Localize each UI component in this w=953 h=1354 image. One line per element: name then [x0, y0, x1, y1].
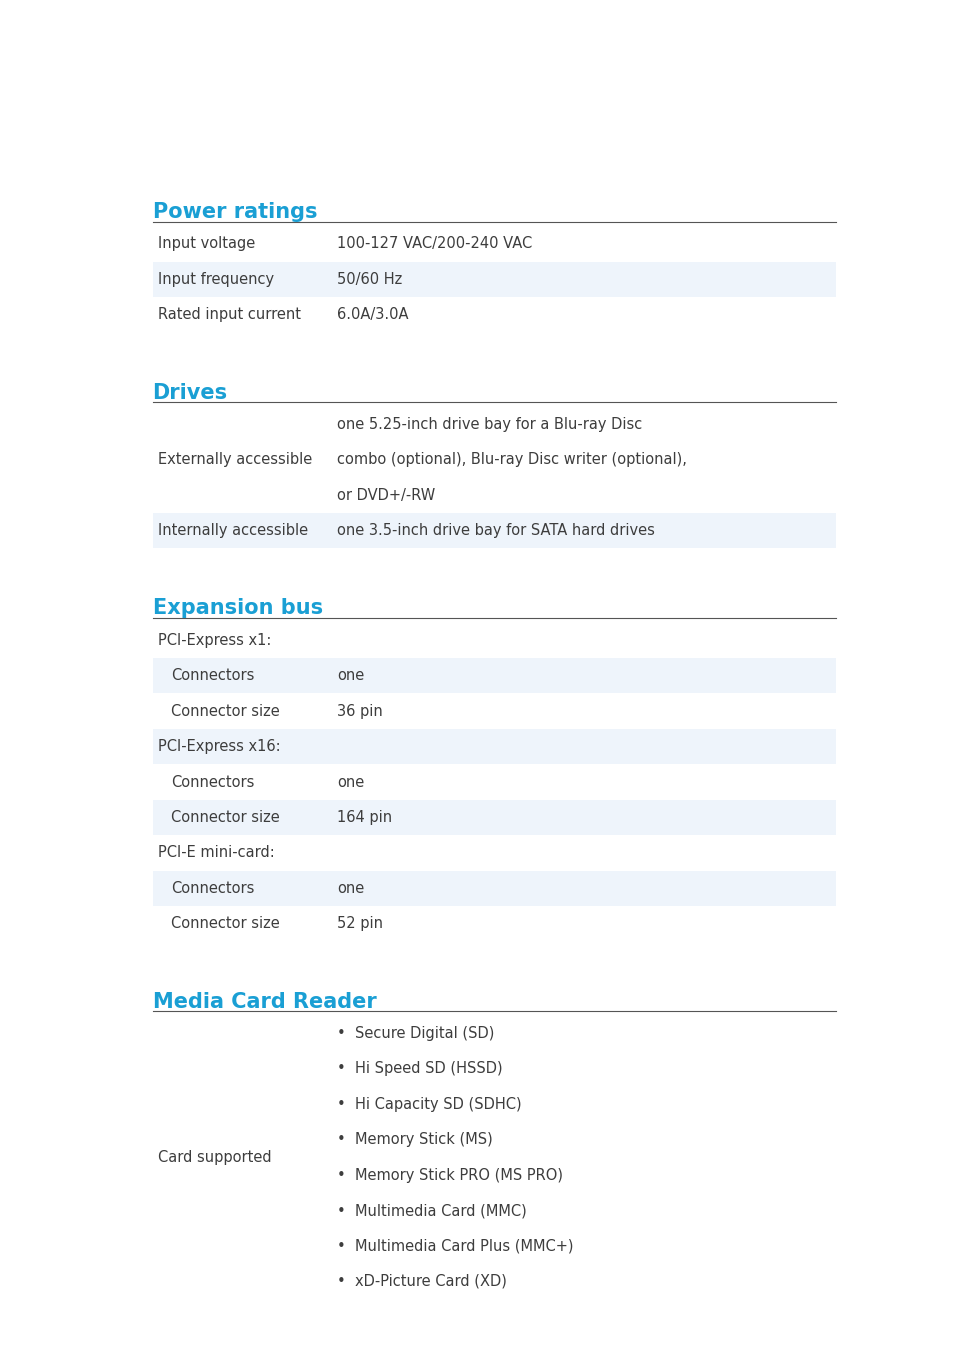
- Text: Internally accessible: Internally accessible: [157, 523, 308, 538]
- Text: Power ratings: Power ratings: [152, 202, 316, 222]
- Text: Connector size: Connector size: [171, 810, 279, 825]
- Text: 36 pin: 36 pin: [337, 704, 383, 719]
- Bar: [152, 1016, 836, 1300]
- Bar: [152, 728, 836, 764]
- Text: 164 pin: 164 pin: [337, 810, 392, 825]
- Bar: [152, 513, 836, 548]
- Text: 100-127 VAC/200-240 VAC: 100-127 VAC/200-240 VAC: [337, 237, 532, 252]
- Text: Connector size: Connector size: [171, 704, 279, 719]
- Bar: [152, 226, 836, 261]
- Text: PCI-Express x1:: PCI-Express x1:: [157, 632, 271, 647]
- Bar: [152, 297, 836, 333]
- Text: one: one: [337, 668, 364, 684]
- Bar: [152, 693, 836, 728]
- Bar: [152, 835, 836, 871]
- Text: Externally accessible: Externally accessible: [157, 452, 312, 467]
- Bar: [152, 800, 836, 835]
- Text: one 3.5-inch drive bay for SATA hard drives: one 3.5-inch drive bay for SATA hard dri…: [337, 523, 655, 538]
- Text: •  Memory Stick (MS): • Memory Stick (MS): [337, 1132, 493, 1147]
- Text: •  Multimedia Card Plus (MMC+): • Multimedia Card Plus (MMC+): [337, 1239, 574, 1254]
- Text: or DVD+/-RW: or DVD+/-RW: [337, 487, 436, 502]
- Bar: [152, 658, 836, 693]
- Bar: [152, 764, 836, 800]
- Text: Connectors: Connectors: [171, 668, 254, 684]
- Text: Card supported: Card supported: [157, 1150, 271, 1164]
- Text: Connectors: Connectors: [171, 774, 254, 789]
- Bar: [152, 871, 836, 906]
- Text: •  Secure Digital (SD): • Secure Digital (SD): [337, 1026, 495, 1041]
- Text: Connectors: Connectors: [171, 881, 254, 896]
- Bar: [152, 906, 836, 941]
- Text: Input frequency: Input frequency: [157, 272, 274, 287]
- Text: 6.0A/3.0A: 6.0A/3.0A: [337, 307, 409, 322]
- Text: Drives: Drives: [152, 383, 228, 402]
- Text: 50/60 Hz: 50/60 Hz: [337, 272, 402, 287]
- Text: Media Card Reader: Media Card Reader: [152, 991, 375, 1011]
- Text: Expansion bus: Expansion bus: [152, 598, 322, 619]
- Text: one: one: [337, 881, 364, 896]
- Text: •  Memory Stick PRO (MS PRO): • Memory Stick PRO (MS PRO): [337, 1167, 563, 1182]
- Text: Rated input current: Rated input current: [157, 307, 300, 322]
- Text: •  xD-Picture Card (XD): • xD-Picture Card (XD): [337, 1274, 507, 1289]
- Bar: [152, 261, 836, 297]
- Text: •  Multimedia Card (MMC): • Multimedia Card (MMC): [337, 1204, 527, 1219]
- Text: 52 pin: 52 pin: [337, 917, 383, 932]
- Text: •  Hi Speed SD (HSSD): • Hi Speed SD (HSSD): [337, 1062, 502, 1076]
- Bar: [152, 623, 836, 658]
- Bar: [152, 406, 836, 513]
- Text: PCI-E mini-card:: PCI-E mini-card:: [157, 845, 274, 860]
- Text: PCI-Express x16:: PCI-Express x16:: [157, 739, 280, 754]
- Text: one: one: [337, 774, 364, 789]
- Text: Input voltage: Input voltage: [157, 237, 254, 252]
- Text: one 5.25-inch drive bay for a Blu-ray Disc: one 5.25-inch drive bay for a Blu-ray Di…: [337, 417, 642, 432]
- Text: combo (optional), Blu-ray Disc writer (optional),: combo (optional), Blu-ray Disc writer (o…: [337, 452, 686, 467]
- Text: Connector size: Connector size: [171, 917, 279, 932]
- Text: •  Hi Capacity SD (SDHC): • Hi Capacity SD (SDHC): [337, 1097, 521, 1112]
